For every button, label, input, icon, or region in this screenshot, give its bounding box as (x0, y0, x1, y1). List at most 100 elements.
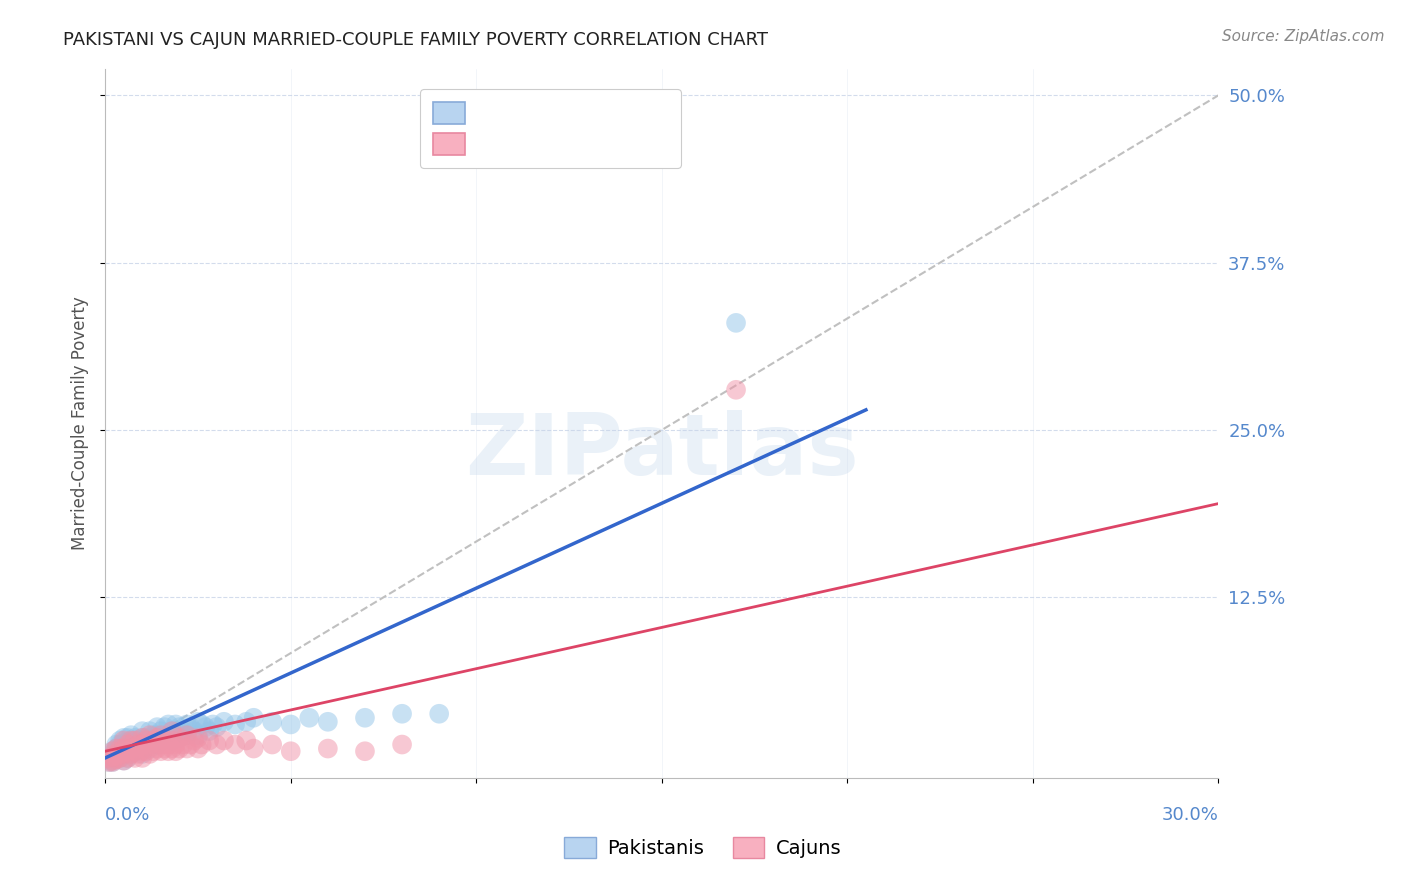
Point (131, 738, 153, 752)
Point (117, 731, 139, 745)
Point (149, 733, 172, 747)
Text: 75: 75 (620, 128, 645, 147)
Point (124, 738, 146, 752)
Point (131, 724, 153, 739)
Text: 82: 82 (620, 99, 645, 118)
Point (105, 752, 128, 766)
Point (142, 744, 165, 758)
Point (160, 741, 183, 756)
Point (187, 741, 209, 756)
Point (153, 741, 176, 756)
Point (354, 744, 377, 758)
Point (108, 747, 131, 761)
Point (117, 751, 139, 765)
Point (354, 711, 377, 725)
Point (190, 717, 212, 731)
Text: 0.0%: 0.0% (105, 806, 150, 824)
Point (97, 751, 120, 765)
Point (120, 747, 142, 761)
Point (139, 741, 162, 756)
Point (112, 733, 135, 747)
Point (190, 738, 212, 752)
Point (153, 720, 176, 734)
Point (165, 738, 187, 752)
Point (280, 744, 302, 758)
Point (97, 751, 120, 765)
Point (176, 741, 198, 756)
Point (149, 744, 172, 758)
Point (725, 383, 748, 397)
Point (160, 724, 183, 739)
Point (316, 714, 339, 729)
Point (183, 724, 205, 739)
Point (262, 714, 284, 729)
Point (142, 733, 165, 747)
Point (117, 738, 139, 752)
Point (108, 751, 131, 765)
Point (180, 738, 202, 752)
Point (108, 733, 131, 747)
Point (160, 724, 183, 739)
Point (120, 747, 142, 761)
Point (427, 706, 450, 721)
Point (105, 741, 128, 756)
Point (112, 747, 135, 761)
Point (165, 728, 187, 742)
Point (391, 738, 413, 752)
Text: R =: R = (464, 128, 506, 147)
Point (157, 744, 180, 758)
Point (112, 731, 135, 745)
Point (224, 717, 246, 731)
Point (205, 720, 228, 734)
Point (108, 741, 131, 756)
Point (101, 755, 124, 769)
Point (157, 717, 180, 731)
Point (187, 731, 209, 745)
Point (235, 714, 257, 729)
Point (135, 731, 157, 745)
Point (160, 733, 183, 747)
Point (165, 717, 187, 731)
Point (169, 731, 191, 745)
Point (176, 728, 198, 742)
Point (117, 744, 139, 758)
Point (212, 733, 235, 747)
Point (169, 741, 191, 756)
Point (124, 744, 146, 758)
Point (131, 744, 153, 758)
Point (172, 724, 194, 739)
Point (112, 754, 135, 768)
Point (139, 738, 162, 752)
Point (135, 733, 157, 747)
Point (194, 720, 217, 734)
Point (146, 741, 169, 756)
Point (391, 706, 413, 721)
Point (128, 747, 150, 761)
Point (169, 720, 191, 734)
Point (146, 731, 169, 745)
Point (120, 738, 142, 752)
Text: 0.547: 0.547 (498, 99, 553, 118)
Point (153, 731, 176, 745)
Point (120, 733, 142, 747)
Point (108, 751, 131, 765)
Point (120, 733, 142, 747)
Point (105, 747, 128, 761)
Point (205, 738, 228, 752)
Point (101, 744, 124, 758)
Point (201, 717, 224, 731)
Point (176, 728, 198, 742)
Point (124, 744, 146, 758)
Text: R =: R = (464, 99, 506, 118)
Point (146, 738, 169, 752)
Point (112, 754, 135, 768)
Point (117, 744, 139, 758)
Point (176, 717, 198, 731)
Point (131, 738, 153, 752)
Point (149, 724, 172, 739)
Point (169, 731, 191, 745)
Point (316, 741, 339, 756)
Point (165, 744, 187, 758)
Point (128, 741, 150, 756)
Point (135, 744, 157, 758)
